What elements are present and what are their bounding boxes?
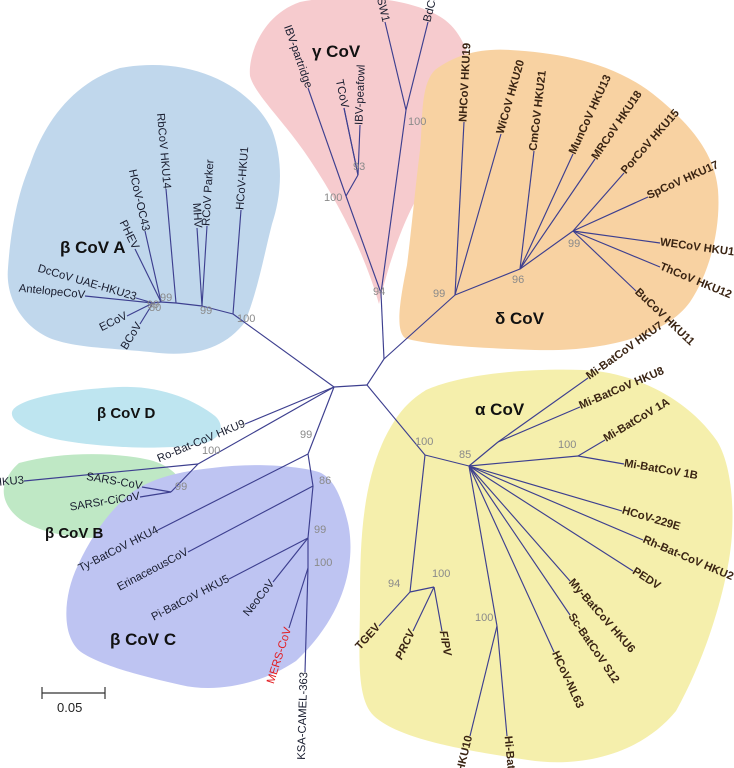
- svg-text:0.05: 0.05: [57, 700, 82, 715]
